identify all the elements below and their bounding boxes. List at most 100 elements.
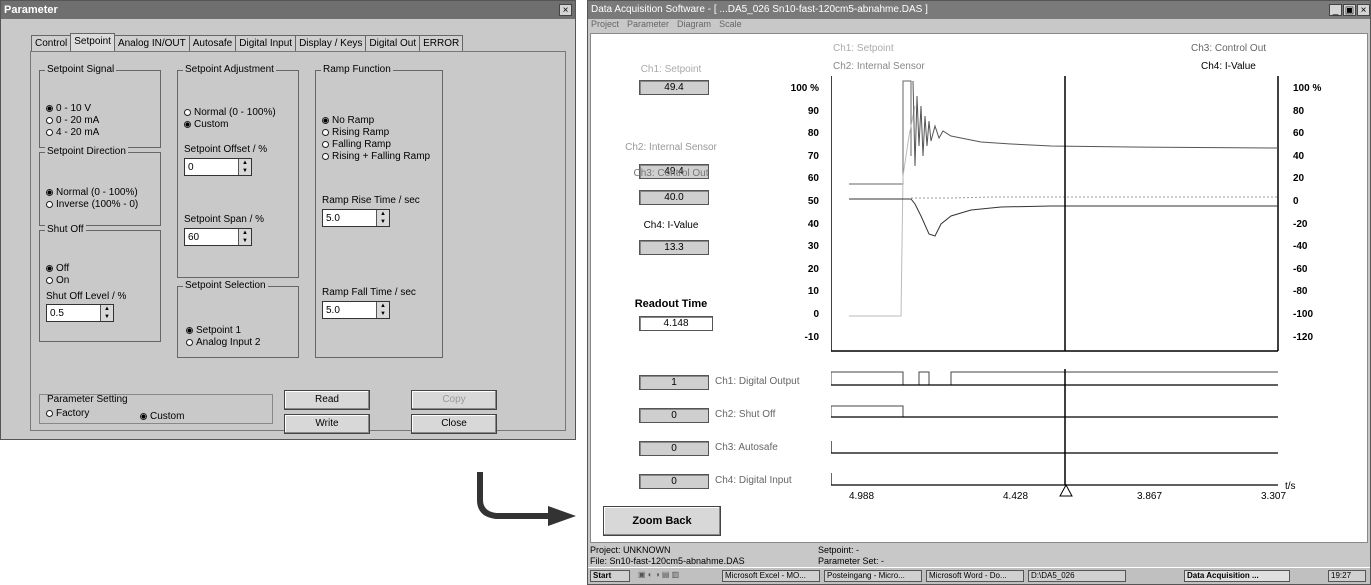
tab-error[interactable]: ERROR	[419, 35, 463, 52]
time-tick-3: 3.867	[1137, 492, 1162, 502]
dialog-close-button[interactable]: ×	[559, 4, 572, 16]
menu-diagram[interactable]: Diagram	[677, 19, 711, 30]
digital-label: Ch2: Shut Off	[715, 409, 775, 421]
digital-value: 0	[639, 474, 709, 489]
time-unit-label: t/s	[1285, 482, 1296, 492]
window-title: Data Acquisition Software - [ ...DA5_026…	[588, 1, 1370, 19]
taskbar-excel[interactable]: Microsoft Excel - MO...	[722, 570, 820, 582]
radio-shut-off-on[interactable]: On	[46, 275, 69, 286]
tab-autosafe[interactable]: Autosafe	[189, 35, 236, 52]
ch3-value: 40.0	[639, 190, 709, 205]
write-button[interactable]: Write	[284, 414, 370, 434]
radio-falling-ramp[interactable]: Falling Ramp	[322, 139, 391, 150]
spin-down-icon[interactable]: ▼	[100, 313, 113, 321]
cursor-marker-icon[interactable]	[1059, 484, 1073, 498]
spin-up-icon[interactable]: ▲	[238, 159, 251, 167]
radio-inverse-direction[interactable]: Inverse (100% - 0)	[46, 199, 138, 210]
taskbar-outlook[interactable]: Posteingang - Micro...	[824, 570, 922, 582]
legend-ch4: Ch4: I-Value	[1201, 61, 1256, 72]
spin-up-icon[interactable]: ▲	[376, 210, 389, 218]
radio-normal-adjustment[interactable]: Normal (0 - 100%)	[184, 107, 276, 118]
ch4-label: Ch4: I-Value	[621, 220, 721, 232]
digital-value: 0	[639, 441, 709, 456]
radio-normal-direction[interactable]: Normal (0 - 100%)	[46, 187, 138, 198]
setpoint-signal-group: Setpoint Signal 0 - 10 V 0 - 20 mA 4 - 2…	[39, 70, 161, 148]
setpoint-span-spinner[interactable]: 60 ▲ ▼	[184, 228, 252, 246]
setpoint-direction-group: Setpoint Direction Normal (0 - 100%) Inv…	[39, 152, 161, 226]
time-tick-2: 4.428	[1003, 492, 1028, 502]
spin-down-icon[interactable]: ▼	[238, 237, 251, 245]
left-axis-tick: 70	[808, 152, 819, 162]
tab-display-keys[interactable]: Display / Keys	[295, 35, 366, 52]
radio-setpoint-1[interactable]: Setpoint 1	[186, 325, 241, 336]
radio-dot-icon	[46, 265, 53, 272]
quick-launch-icons[interactable]: ▣ ◐ ◑ ▤ ▥	[636, 570, 718, 582]
digital-plot[interactable]	[831, 369, 1281, 489]
taskbar-das[interactable]: Data Acquisition ...	[1184, 570, 1290, 582]
radio-label: Normal (0 - 100%)	[56, 187, 138, 198]
minimize-icon[interactable]: _	[1329, 4, 1342, 16]
radio-rising-falling-ramp[interactable]: Rising + Falling Ramp	[322, 151, 430, 162]
time-tick-1: 4.988	[849, 492, 874, 502]
right-axis-tick: -100	[1293, 310, 1313, 320]
close-button[interactable]: Close	[411, 414, 497, 434]
radio-custom-adjustment[interactable]: Custom	[184, 119, 228, 130]
radio-shut-off-off[interactable]: Off	[46, 263, 69, 274]
menu-project[interactable]: Project	[591, 19, 619, 30]
zoom-back-button[interactable]: Zoom Back	[603, 506, 721, 536]
radio-dot-icon	[184, 109, 191, 116]
spin-down-icon[interactable]: ▼	[376, 310, 389, 318]
right-axis-tick: 60	[1293, 129, 1304, 139]
shut-off-trace	[831, 406, 903, 417]
group-label: Setpoint Selection	[183, 280, 268, 292]
radio-custom-setting[interactable]: Custom	[140, 411, 184, 422]
radio-analog-input-2[interactable]: Analog Input 2	[186, 337, 261, 348]
read-button[interactable]: Read	[284, 390, 370, 410]
maximize-icon[interactable]: ▣	[1343, 4, 1356, 16]
tab-control[interactable]: Control	[31, 35, 71, 52]
start-button[interactable]: Start	[590, 570, 630, 582]
ch2-sensor-line	[849, 106, 915, 316]
spin-up-icon[interactable]: ▲	[100, 305, 113, 313]
spin-up-icon[interactable]: ▲	[376, 302, 389, 310]
radio-rising-ramp[interactable]: Rising Ramp	[322, 127, 389, 138]
ramp-rise-label: Ramp Rise Time / sec	[322, 195, 420, 206]
ramp-function-group: Ramp Function No Ramp Rising Ramp Fallin…	[315, 70, 443, 358]
setpoint-offset-spinner[interactable]: 0 ▲ ▼	[184, 158, 252, 176]
menu-parameter[interactable]: Parameter	[627, 19, 669, 30]
radio-4-20ma[interactable]: 4 - 20 mA	[46, 127, 99, 138]
spin-down-icon[interactable]: ▼	[376, 218, 389, 226]
ramp-rise-spinner[interactable]: 5.0 ▲ ▼	[322, 209, 390, 227]
tab-setpoint[interactable]: Setpoint	[70, 33, 115, 52]
radio-0-20ma[interactable]: 0 - 20 mA	[46, 115, 99, 126]
shut-off-group: Shut Off Off On Shut Off Level / % 0.5 ▲…	[39, 230, 161, 342]
tab-digital-input[interactable]: Digital Input	[235, 35, 296, 52]
spin-up-icon[interactable]: ▲	[238, 229, 251, 237]
analog-plot[interactable]	[831, 76, 1281, 356]
radio-dot-icon	[46, 129, 53, 136]
tab-analog-in-out[interactable]: Analog IN/OUT	[114, 35, 190, 52]
right-axis-tick: 100 %	[1293, 84, 1321, 94]
window-close-icon[interactable]: ×	[1357, 4, 1370, 16]
status-parameter-set: Parameter Set: -	[818, 556, 884, 566]
radio-label: Rising Ramp	[332, 127, 389, 138]
right-axis-tick: 20	[1293, 174, 1304, 184]
radio-dot-icon	[46, 410, 53, 417]
ramp-fall-spinner[interactable]: 5.0 ▲ ▼	[322, 301, 390, 319]
taskbar-folder[interactable]: D:\DA5_026	[1028, 570, 1126, 582]
spin-down-icon[interactable]: ▼	[238, 167, 251, 175]
ch2-baseline-line	[911, 197, 1278, 198]
radio-factory[interactable]: Factory	[46, 408, 89, 419]
shut-off-level-spinner[interactable]: 0.5 ▲ ▼	[46, 304, 114, 322]
copy-button[interactable]: Copy	[411, 390, 497, 410]
data-acquisition-window: Data Acquisition Software - [ ...DA5_026…	[587, 0, 1371, 585]
radio-dot-icon	[186, 339, 193, 346]
taskbar-word[interactable]: Microsoft Word - Do...	[926, 570, 1024, 582]
left-axis-tick: 60	[808, 174, 819, 184]
radio-0-10v[interactable]: 0 - 10 V	[46, 103, 91, 114]
menu-scale[interactable]: Scale	[719, 19, 742, 30]
readout-time-label: Readout Time	[621, 298, 721, 310]
left-axis-tick: -10	[805, 333, 819, 343]
radio-no-ramp[interactable]: No Ramp	[322, 115, 374, 126]
tab-digital-out[interactable]: Digital Out	[365, 35, 420, 52]
